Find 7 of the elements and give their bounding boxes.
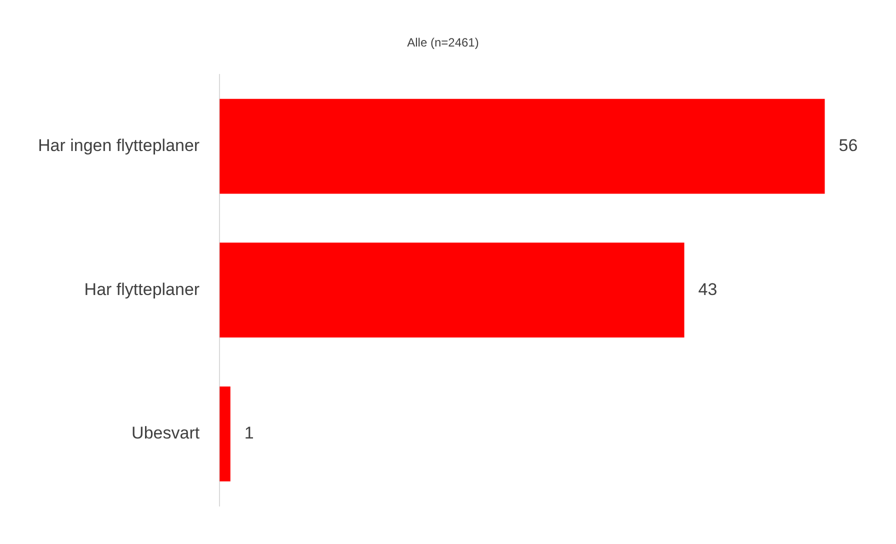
data-label: 1 — [244, 424, 254, 443]
y-tick-label: Har ingen flytteplaner — [38, 136, 200, 155]
data-label: 56 — [838, 136, 858, 155]
y-tick-label: Har flytteplaner — [84, 280, 200, 299]
y-tick-label: Ubesvart — [132, 424, 200, 443]
chart-title: Alle (n=2461) — [407, 36, 479, 50]
data-label: 43 — [698, 280, 718, 299]
